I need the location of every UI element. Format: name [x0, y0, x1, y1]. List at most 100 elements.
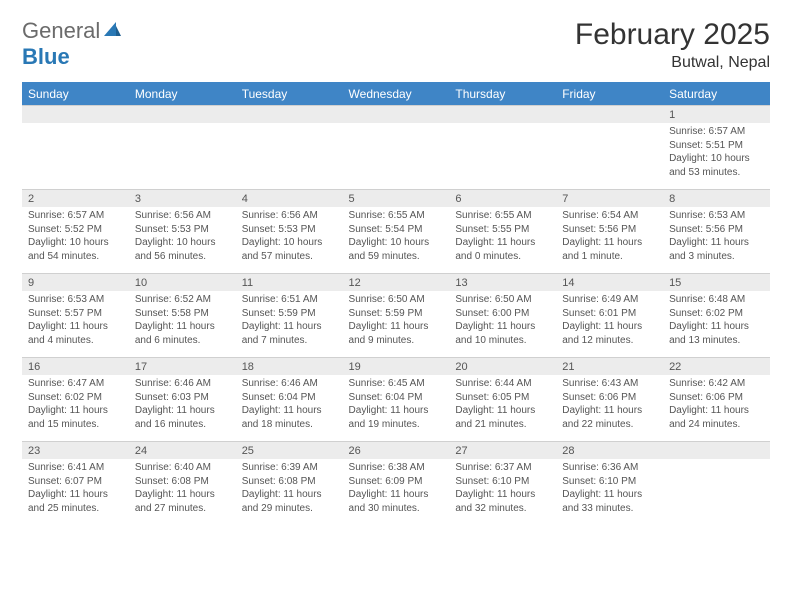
day-detail-line: Sunset: 6:04 PM — [349, 391, 444, 405]
day-number: 8 — [663, 190, 770, 208]
day-detail-line: Sunset: 6:02 PM — [669, 307, 764, 321]
day-detail-cell: Sunrise: 6:45 AMSunset: 6:04 PMDaylight:… — [343, 375, 450, 442]
day-detail-line: Daylight: 11 hours — [562, 488, 657, 502]
day-detail-line: and 29 minutes. — [242, 502, 337, 516]
weekday-header: Friday — [556, 82, 663, 106]
day-detail-line: and 27 minutes. — [135, 502, 230, 516]
day-detail-line: Sunset: 6:02 PM — [28, 391, 123, 405]
day-number: 15 — [663, 274, 770, 292]
day-detail-line: and 10 minutes. — [455, 334, 550, 348]
day-detail-line: Daylight: 11 hours — [135, 488, 230, 502]
day-detail-line: Sunrise: 6:39 AM — [242, 461, 337, 475]
weekday-header: Tuesday — [236, 82, 343, 106]
day-detail-line: Sunset: 6:06 PM — [562, 391, 657, 405]
day-detail-line: and 59 minutes. — [349, 250, 444, 264]
day-detail-line: Sunrise: 6:50 AM — [349, 293, 444, 307]
brand-text-1: General — [22, 18, 100, 43]
day-detail-line: Sunset: 6:00 PM — [455, 307, 550, 321]
day-detail-line: Sunset: 5:53 PM — [135, 223, 230, 237]
day-detail-line: and 22 minutes. — [562, 418, 657, 432]
day-detail-line: and 54 minutes. — [28, 250, 123, 264]
day-number: 27 — [449, 442, 556, 460]
day-number-row: 1 — [22, 106, 770, 124]
day-detail-cell — [343, 123, 450, 190]
day-detail-line: Sunset: 5:52 PM — [28, 223, 123, 237]
day-detail-cell: Sunrise: 6:55 AMSunset: 5:55 PMDaylight:… — [449, 207, 556, 274]
day-detail-line: and 15 minutes. — [28, 418, 123, 432]
day-detail-cell: Sunrise: 6:55 AMSunset: 5:54 PMDaylight:… — [343, 207, 450, 274]
day-detail-line: Sunrise: 6:57 AM — [669, 125, 764, 139]
day-detail-line: Sunset: 6:10 PM — [562, 475, 657, 489]
day-detail-cell: Sunrise: 6:54 AMSunset: 5:56 PMDaylight:… — [556, 207, 663, 274]
day-detail-cell: Sunrise: 6:38 AMSunset: 6:09 PMDaylight:… — [343, 459, 450, 525]
day-detail-line: Daylight: 10 hours — [135, 236, 230, 250]
day-detail-cell: Sunrise: 6:56 AMSunset: 5:53 PMDaylight:… — [236, 207, 343, 274]
day-detail-line: Sunrise: 6:56 AM — [135, 209, 230, 223]
day-detail-row: Sunrise: 6:57 AMSunset: 5:52 PM Daylight:… — [22, 207, 770, 274]
day-detail-line: Sunset: 5:59 PM — [349, 307, 444, 321]
day-detail-line: Daylight: 10 hours — [242, 236, 337, 250]
day-detail-line: and 7 minutes. — [242, 334, 337, 348]
day-detail-line: and 6 minutes. — [135, 334, 230, 348]
day-detail-line: Sunset: 6:04 PM — [242, 391, 337, 405]
day-detail-cell — [22, 123, 129, 190]
day-detail-line: and 56 minutes. — [135, 250, 230, 264]
day-detail-line: and 16 minutes. — [135, 418, 230, 432]
day-detail-cell: Sunrise: 6:43 AMSunset: 6:06 PMDaylight:… — [556, 375, 663, 442]
day-detail-line: Sunrise: 6:53 AM — [669, 209, 764, 223]
day-number-row: 9101112131415 — [22, 274, 770, 292]
day-detail-line: Sunrise: 6:38 AM — [349, 461, 444, 475]
day-detail-line: Sunrise: 6:57 AM — [28, 209, 123, 223]
day-detail-cell: Sunrise: 6:53 AMSunset: 5:56 PMDaylight:… — [663, 207, 770, 274]
day-detail-line: Sunset: 6:08 PM — [135, 475, 230, 489]
day-detail-line: Sunrise: 6:40 AM — [135, 461, 230, 475]
day-detail-line: and 25 minutes. — [28, 502, 123, 516]
day-detail-line: Sunset: 5:58 PM — [135, 307, 230, 321]
sail-icon — [102, 18, 122, 44]
day-detail-line: Sunrise: 6:53 AM — [28, 293, 123, 307]
day-detail-cell: Sunrise: 6:57 AMSunset: 5:51 PMDaylight:… — [663, 123, 770, 190]
day-number — [556, 106, 663, 124]
day-number-row: 16171819202122 — [22, 358, 770, 376]
day-number: 13 — [449, 274, 556, 292]
day-detail-line: Sunrise: 6:51 AM — [242, 293, 337, 307]
day-detail-cell — [663, 459, 770, 525]
day-detail-line: Daylight: 11 hours — [28, 320, 123, 334]
day-detail-cell: Sunrise: 6:47 AMSunset: 6:02 PMDaylight:… — [22, 375, 129, 442]
day-detail-line: Sunset: 5:59 PM — [242, 307, 337, 321]
day-detail-line: and 30 minutes. — [349, 502, 444, 516]
day-detail-line: Sunrise: 6:46 AM — [242, 377, 337, 391]
day-detail-line: Daylight: 11 hours — [455, 236, 550, 250]
day-detail-line: Sunset: 5:57 PM — [28, 307, 123, 321]
day-number: 28 — [556, 442, 663, 460]
day-detail-cell: Sunrise: 6:48 AMSunset: 6:02 PMDaylight:… — [663, 291, 770, 358]
day-detail-line: Sunrise: 6:43 AM — [562, 377, 657, 391]
day-number — [22, 106, 129, 124]
day-detail-line: Daylight: 11 hours — [28, 404, 123, 418]
day-detail-line: Sunrise: 6:42 AM — [669, 377, 764, 391]
day-number: 9 — [22, 274, 129, 292]
title-block: February 2025 Butwal, Nepal — [575, 18, 770, 72]
day-detail-line: Sunset: 6:09 PM — [349, 475, 444, 489]
day-detail-line: and 53 minutes. — [669, 166, 764, 180]
day-detail-line: and 57 minutes. — [242, 250, 337, 264]
day-detail-cell: Sunrise: 6:36 AMSunset: 6:10 PMDaylight:… — [556, 459, 663, 525]
day-number: 24 — [129, 442, 236, 460]
location-label: Butwal, Nepal — [575, 54, 770, 72]
day-detail-cell — [556, 123, 663, 190]
day-detail-line: Daylight: 11 hours — [349, 488, 444, 502]
day-detail-line: Sunset: 6:01 PM — [562, 307, 657, 321]
day-detail-cell — [129, 123, 236, 190]
day-detail-line: Sunrise: 6:41 AM — [28, 461, 123, 475]
day-detail-cell: Sunrise: 6:49 AMSunset: 6:01 PMDaylight:… — [556, 291, 663, 358]
day-number: 16 — [22, 358, 129, 376]
day-detail-line: Sunrise: 6:55 AM — [455, 209, 550, 223]
day-detail-cell: Sunrise: 6:52 AMSunset: 5:58 PMDaylight:… — [129, 291, 236, 358]
day-number: 23 — [22, 442, 129, 460]
day-detail-line: Daylight: 11 hours — [455, 488, 550, 502]
day-detail-cell: Sunrise: 6:56 AMSunset: 5:53 PMDaylight:… — [129, 207, 236, 274]
day-number: 26 — [343, 442, 450, 460]
day-detail-line: Sunset: 5:55 PM — [455, 223, 550, 237]
weekday-header: Monday — [129, 82, 236, 106]
day-detail-cell — [236, 123, 343, 190]
